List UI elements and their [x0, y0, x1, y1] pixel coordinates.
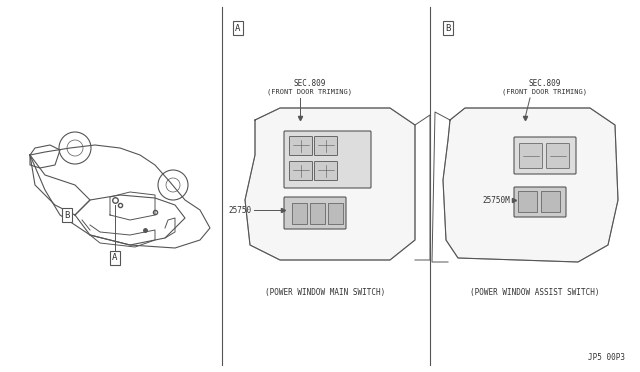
Text: A: A — [236, 23, 241, 32]
FancyBboxPatch shape — [520, 144, 543, 169]
Text: JP5 00P3: JP5 00P3 — [588, 353, 625, 362]
FancyBboxPatch shape — [547, 144, 570, 169]
FancyBboxPatch shape — [314, 161, 337, 180]
Text: SEC.809: SEC.809 — [294, 78, 326, 87]
FancyBboxPatch shape — [289, 137, 312, 155]
Text: 25750M: 25750M — [483, 196, 510, 205]
Text: A: A — [112, 253, 118, 263]
Text: 25750: 25750 — [229, 205, 252, 215]
FancyBboxPatch shape — [289, 161, 312, 180]
Polygon shape — [245, 108, 415, 260]
FancyBboxPatch shape — [284, 131, 371, 188]
FancyBboxPatch shape — [514, 187, 566, 217]
Polygon shape — [443, 108, 618, 262]
Text: B: B — [64, 211, 70, 219]
FancyBboxPatch shape — [328, 202, 344, 224]
FancyBboxPatch shape — [514, 137, 576, 174]
FancyBboxPatch shape — [518, 190, 538, 212]
Text: (FRONT DOOR TRIMING): (FRONT DOOR TRIMING) — [268, 89, 353, 95]
FancyBboxPatch shape — [310, 202, 326, 224]
Text: (POWER WINDOW ASSIST SWITCH): (POWER WINDOW ASSIST SWITCH) — [470, 288, 600, 296]
Text: B: B — [445, 23, 451, 32]
Text: (POWER WINDOW MAIN SWITCH): (POWER WINDOW MAIN SWITCH) — [265, 288, 385, 296]
FancyBboxPatch shape — [292, 202, 307, 224]
Text: SEC.809: SEC.809 — [529, 78, 561, 87]
FancyBboxPatch shape — [541, 190, 561, 212]
FancyBboxPatch shape — [284, 197, 346, 229]
FancyBboxPatch shape — [314, 137, 337, 155]
Text: (FRONT DOOR TRIMING): (FRONT DOOR TRIMING) — [502, 89, 588, 95]
